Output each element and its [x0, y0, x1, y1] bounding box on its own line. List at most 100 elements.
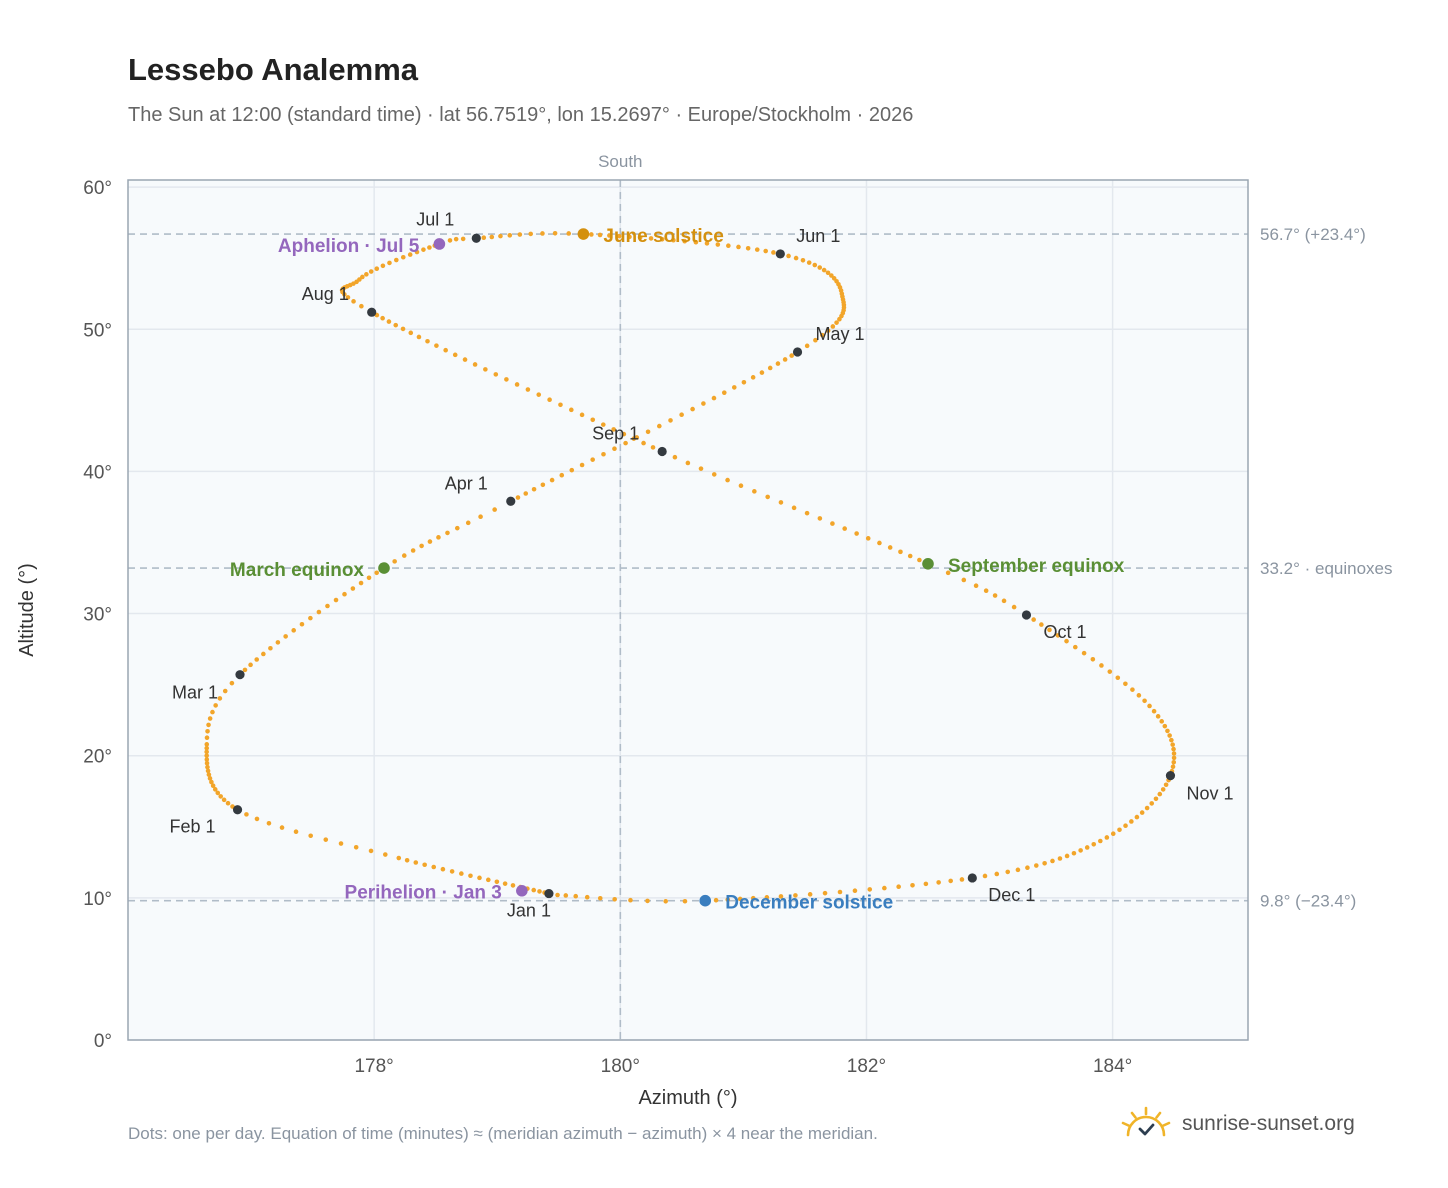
daily-dot: [569, 467, 575, 473]
daily-dot: [206, 772, 212, 777]
daily-dot: [659, 236, 665, 242]
daily-dot: [486, 877, 491, 883]
daily-dot: [1171, 755, 1177, 761]
daily-dot: [741, 380, 747, 385]
altitude-reference-label: 33.2° · equinoxes: [1260, 559, 1393, 578]
month-marker: [1021, 610, 1032, 620]
daily-dot: [1136, 693, 1142, 698]
event-label: Aphelion · Jul 5: [278, 236, 420, 257]
y-tick-label: 50°: [83, 320, 112, 341]
daily-dot: [1099, 663, 1104, 668]
daily-dot: [1134, 814, 1140, 820]
daily-dot: [454, 525, 460, 531]
daily-dot: [690, 406, 695, 412]
daily-dot: [549, 477, 555, 483]
daily-dot: [589, 232, 594, 237]
daily-dot: [552, 231, 558, 236]
daily-dot: [229, 680, 235, 686]
daily-dot: [1162, 723, 1168, 729]
month-marker: [232, 805, 243, 815]
y-tick-label: 30°: [83, 605, 112, 626]
daily-dot: [959, 877, 965, 882]
daily-dot: [536, 392, 542, 397]
event-marker: [378, 562, 390, 574]
footnote: Dots: one per day. Equation of time (min…: [128, 1124, 878, 1143]
daily-dot: [791, 505, 797, 511]
daily-dot: [374, 266, 380, 271]
daily-dot: [830, 324, 836, 329]
daily-dot: [579, 462, 585, 468]
daily-dot: [663, 898, 668, 904]
daily-dot: [453, 236, 459, 242]
daily-dot: [358, 580, 364, 586]
daily-dot: [679, 412, 684, 418]
daily-dot: [1031, 617, 1036, 622]
daily-dot: [1090, 657, 1096, 662]
month-marker: [657, 446, 667, 457]
daily-dot: [627, 234, 632, 240]
daily-dot: [401, 553, 407, 558]
daily-dot: [1170, 742, 1175, 747]
daily-dot: [212, 787, 218, 792]
x-tick-label: 180°: [601, 1056, 640, 1077]
daily-dot: [786, 253, 791, 259]
altitude-reference-label: 9.8° (−23.4°): [1260, 892, 1356, 911]
daily-dot: [852, 888, 858, 894]
brand[interactable]: sunrise-sunset.org: [1120, 1102, 1355, 1146]
daily-dot: [701, 401, 706, 406]
daily-dot: [293, 829, 299, 835]
daily-dot: [434, 343, 439, 348]
daily-dot: [1170, 764, 1176, 769]
month-label: Jul 1: [416, 209, 454, 229]
daily-dot: [210, 783, 216, 789]
daily-dot: [1171, 751, 1177, 756]
daily-dot: [800, 258, 806, 263]
daily-dot: [1171, 746, 1176, 752]
daily-dot: [1110, 831, 1116, 837]
daily-dot: [436, 535, 441, 540]
month-label: Dec 1: [988, 885, 1035, 905]
daily-dot: [204, 742, 210, 747]
daily-dot: [248, 662, 253, 668]
daily-dot: [205, 768, 211, 774]
daily-dot: [628, 897, 633, 903]
daily-dot: [447, 238, 453, 243]
daily-dot: [425, 338, 430, 344]
month-label: Aug 1: [302, 284, 349, 304]
daily-dot: [763, 248, 768, 254]
daily-dot: [421, 247, 426, 252]
daily-dot: [1084, 845, 1090, 850]
daily-dot: [771, 250, 776, 255]
y-tick-label: 40°: [83, 462, 112, 483]
daily-dot: [359, 303, 364, 309]
daily-dot: [478, 514, 483, 520]
daily-dot: [445, 530, 450, 536]
daily-dot: [477, 875, 482, 881]
daily-dot: [205, 764, 210, 770]
month-markers: Jan 1 Feb 1 Mar 1 Apr 1 May 1 Jun 1 Jul 1 Aug 1…: [170, 209, 1234, 920]
month-marker: [1165, 771, 1176, 781]
daily-dot: [502, 881, 508, 886]
daily-dot: [374, 570, 379, 576]
daily-dot: [353, 844, 359, 850]
daily-dot: [1098, 838, 1103, 844]
daily-dot: [1025, 865, 1030, 871]
daily-dot: [261, 651, 266, 657]
daily-dot: [600, 422, 606, 427]
daily-dot: [711, 395, 717, 401]
daily-dot: [693, 239, 699, 245]
daily-dot: [308, 833, 313, 839]
daily-dot: [597, 895, 603, 901]
daily-dot: [590, 417, 596, 423]
daily-dot: [364, 272, 369, 277]
daily-dot: [547, 397, 552, 403]
daily-dot: [221, 797, 227, 803]
daily-dot: [351, 299, 356, 304]
daily-dot: [910, 883, 915, 888]
daily-dot: [380, 315, 385, 321]
daily-dot: [213, 703, 218, 708]
daily-dot: [408, 330, 414, 336]
daily-dot: [590, 457, 595, 462]
grid: [128, 180, 1248, 1041]
daily-dot: [817, 516, 823, 521]
